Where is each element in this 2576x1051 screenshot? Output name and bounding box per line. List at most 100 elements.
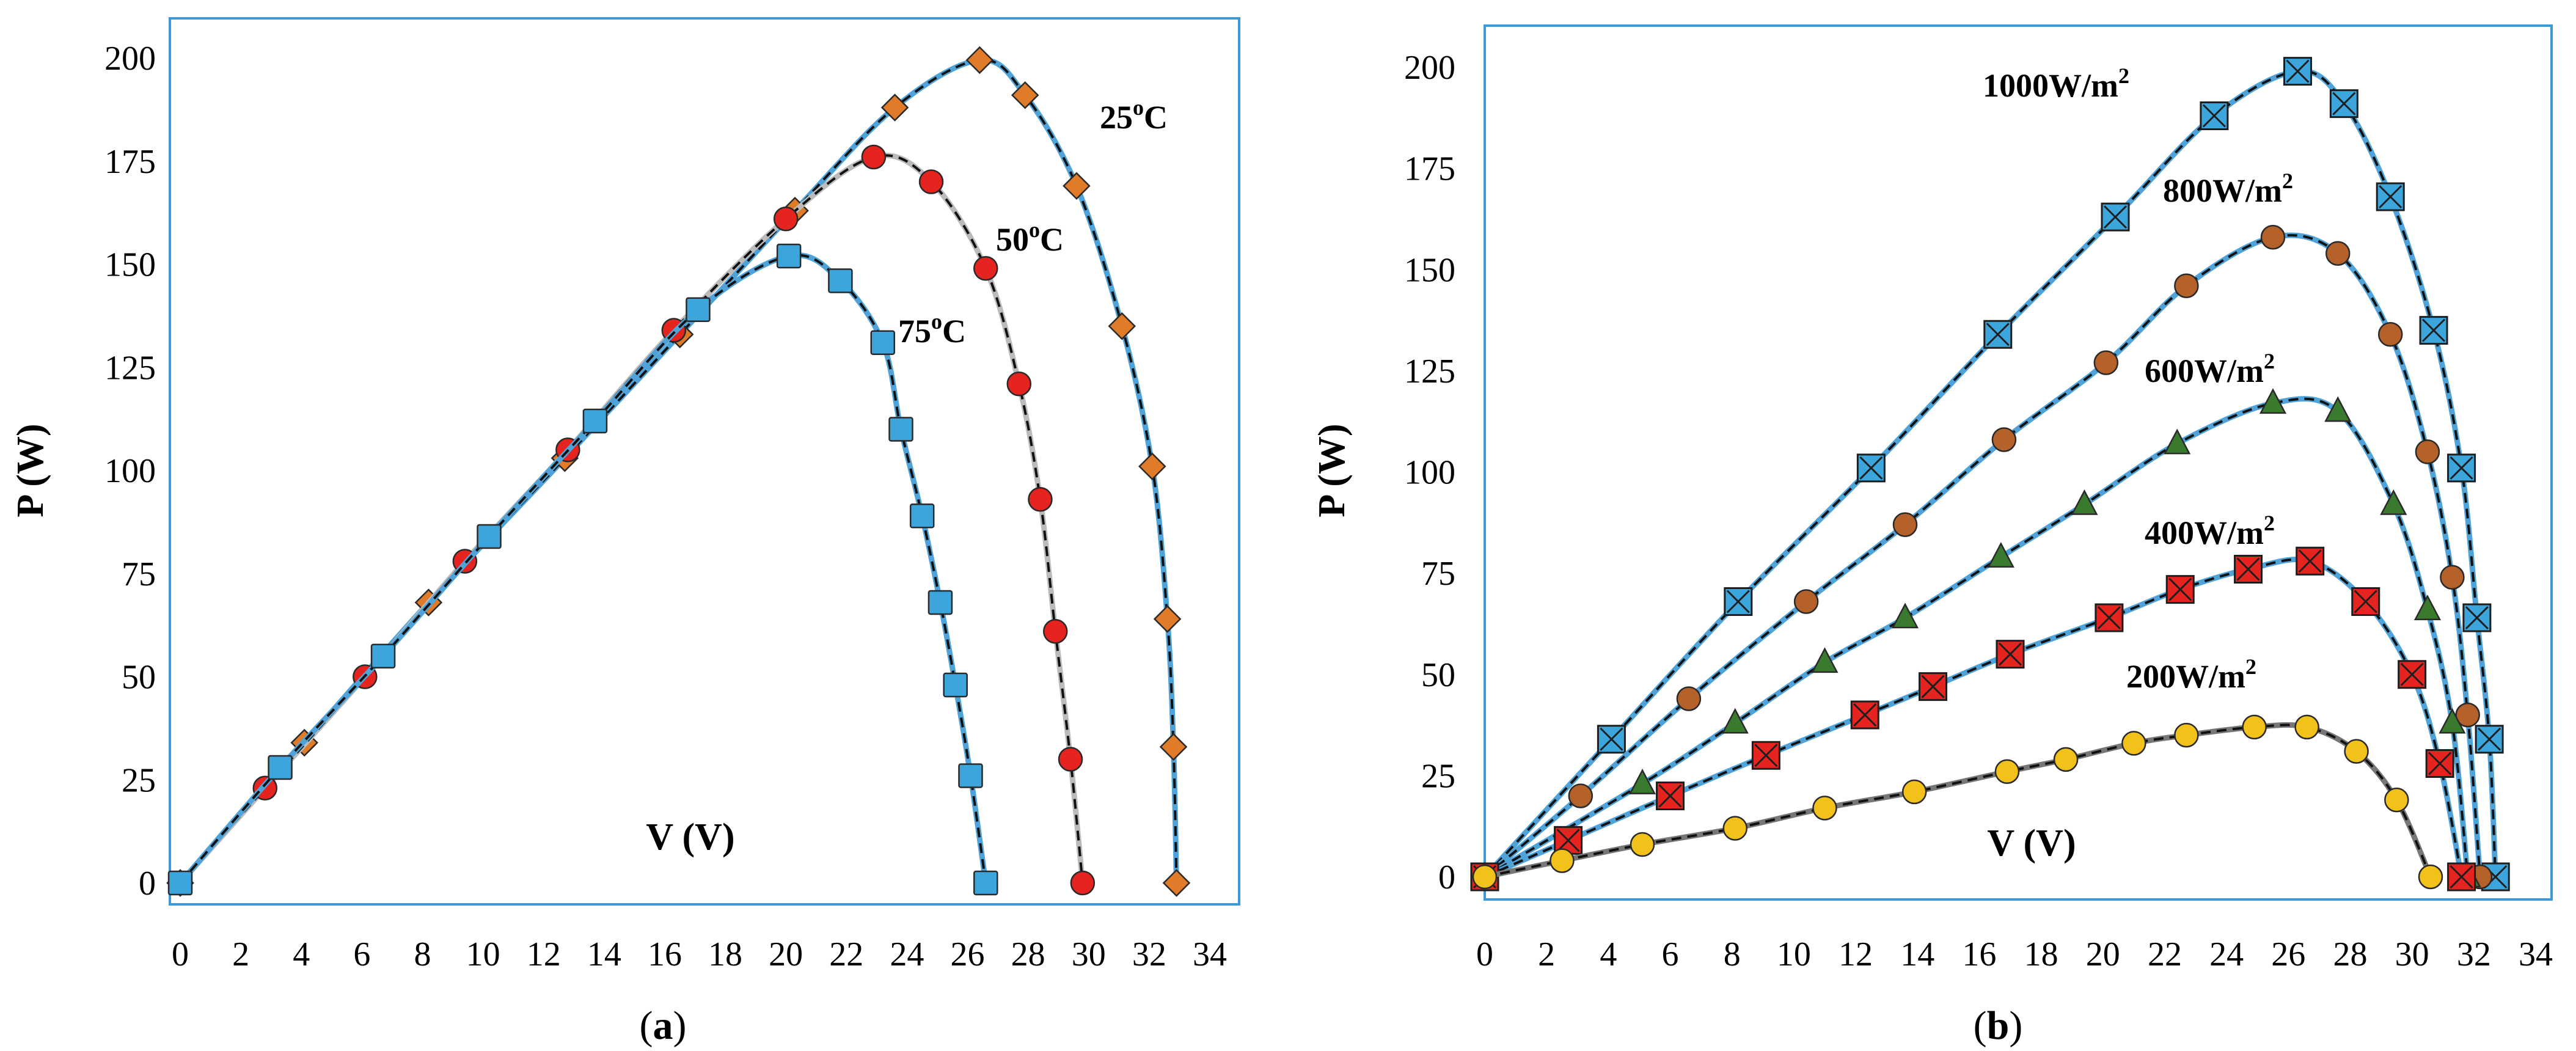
series-1000W/m² bbox=[1470, 57, 2510, 892]
data-point bbox=[2234, 555, 2263, 584]
data-point bbox=[477, 524, 502, 549]
data-point bbox=[2200, 101, 2229, 130]
series-label: 1000W/m2 bbox=[1983, 64, 2129, 104]
x-tick-label: 26 bbox=[2271, 936, 2305, 973]
series-label: 50oC bbox=[996, 218, 1064, 258]
data-point bbox=[2440, 565, 2465, 590]
x-tick-label: 16 bbox=[648, 936, 682, 973]
series-line bbox=[1482, 232, 2483, 880]
data-point bbox=[943, 672, 968, 698]
data-point bbox=[2447, 453, 2476, 483]
y-tick-label: 75 bbox=[1421, 555, 1455, 593]
x-tick-label: 2 bbox=[1538, 936, 1555, 973]
data-point bbox=[2325, 241, 2351, 266]
series-200W/m² bbox=[1472, 714, 2443, 890]
data-point bbox=[2455, 702, 2480, 728]
data-point bbox=[2121, 731, 2146, 756]
data-point bbox=[2071, 489, 2098, 515]
data-point bbox=[1901, 779, 1927, 805]
x-tick-label: 12 bbox=[1839, 936, 1873, 973]
x-tick-label: 14 bbox=[1900, 936, 1934, 973]
data-point bbox=[1028, 487, 1053, 512]
data-point bbox=[2283, 57, 2312, 86]
data-point bbox=[973, 870, 998, 896]
series-50°C bbox=[167, 144, 1096, 896]
x-tick-label: 4 bbox=[1600, 936, 1617, 973]
series-line-dash bbox=[1484, 558, 2463, 878]
y-tick-label: 150 bbox=[1404, 251, 1455, 289]
series-label: 25oC bbox=[1100, 95, 1168, 136]
y-tick-label: 100 bbox=[1404, 454, 1455, 492]
y-tick-label: 0 bbox=[1438, 859, 1455, 896]
x-tick-label: 12 bbox=[527, 936, 561, 973]
y-tick-label: 100 bbox=[104, 452, 156, 490]
x-tick-label: 20 bbox=[769, 936, 803, 973]
data-point bbox=[1724, 587, 1753, 616]
data-point bbox=[1656, 782, 1685, 810]
data-point bbox=[1554, 826, 1583, 855]
x-tick-label: 34 bbox=[2519, 936, 2553, 973]
data-point bbox=[2447, 862, 2476, 892]
data-point bbox=[1919, 672, 1948, 701]
data-point bbox=[1568, 783, 1594, 808]
y-tick-label: 25 bbox=[122, 761, 156, 799]
series-75°C bbox=[167, 243, 998, 896]
series-line-dash bbox=[1484, 233, 2481, 878]
data-point bbox=[1063, 172, 1091, 200]
data-point bbox=[2294, 714, 2319, 740]
data-point bbox=[888, 417, 913, 442]
data-point bbox=[2165, 575, 2195, 604]
data-point bbox=[1108, 312, 1136, 340]
series-label: 200W/m2 bbox=[2126, 654, 2256, 695]
y-tick-label: 125 bbox=[104, 349, 156, 387]
x-tick-label: 28 bbox=[2333, 936, 2367, 973]
data-point bbox=[2398, 660, 2427, 689]
data-point bbox=[1892, 512, 1918, 537]
data-point bbox=[2259, 388, 2287, 414]
data-point bbox=[776, 243, 802, 269]
data-point bbox=[1856, 453, 1886, 483]
series-600W/m² bbox=[1471, 388, 2481, 888]
data-point bbox=[2462, 603, 2492, 632]
x-tick-label: 10 bbox=[466, 936, 500, 973]
series-line-dash bbox=[179, 254, 987, 884]
data-point bbox=[1162, 869, 1191, 897]
x-tick-label: 22 bbox=[2148, 936, 2182, 973]
data-point bbox=[1138, 452, 1166, 481]
x-tick-label: 24 bbox=[890, 936, 924, 973]
data-point bbox=[268, 755, 293, 780]
y-tick-label: 75 bbox=[122, 555, 156, 593]
data-point bbox=[1011, 81, 1039, 109]
data-point bbox=[2351, 587, 2380, 616]
data-point bbox=[1472, 864, 1498, 890]
data-point bbox=[2418, 864, 2443, 890]
data-point bbox=[1811, 647, 1839, 673]
series-line bbox=[1482, 722, 2434, 880]
x-tick-label: 16 bbox=[1962, 936, 1996, 973]
data-point bbox=[973, 256, 998, 281]
series-line bbox=[1482, 396, 2471, 880]
series-line-dash bbox=[179, 59, 1178, 884]
data-point bbox=[2174, 722, 2199, 748]
data-point bbox=[370, 643, 396, 668]
series-line-dash bbox=[1484, 723, 2432, 878]
series-label: 600W/m2 bbox=[2145, 349, 2275, 389]
data-point bbox=[773, 207, 799, 232]
y-tick-label: 175 bbox=[104, 143, 156, 181]
x-tick-label: 0 bbox=[172, 936, 189, 973]
data-point bbox=[958, 763, 983, 788]
data-point bbox=[1983, 320, 2013, 349]
series-800W/m² bbox=[1472, 225, 2493, 890]
data-point bbox=[1987, 541, 2014, 568]
data-point bbox=[1058, 747, 1083, 772]
data-point bbox=[2260, 225, 2286, 250]
x-tick-label: 0 bbox=[1476, 936, 1493, 973]
data-point bbox=[1628, 768, 1656, 794]
data-point bbox=[1812, 796, 1837, 821]
x-tick-label: 8 bbox=[1724, 936, 1741, 973]
data-point bbox=[2344, 739, 2369, 764]
data-point bbox=[2376, 182, 2405, 211]
data-point bbox=[167, 870, 193, 896]
data-point bbox=[909, 504, 935, 529]
data-point bbox=[582, 408, 608, 434]
